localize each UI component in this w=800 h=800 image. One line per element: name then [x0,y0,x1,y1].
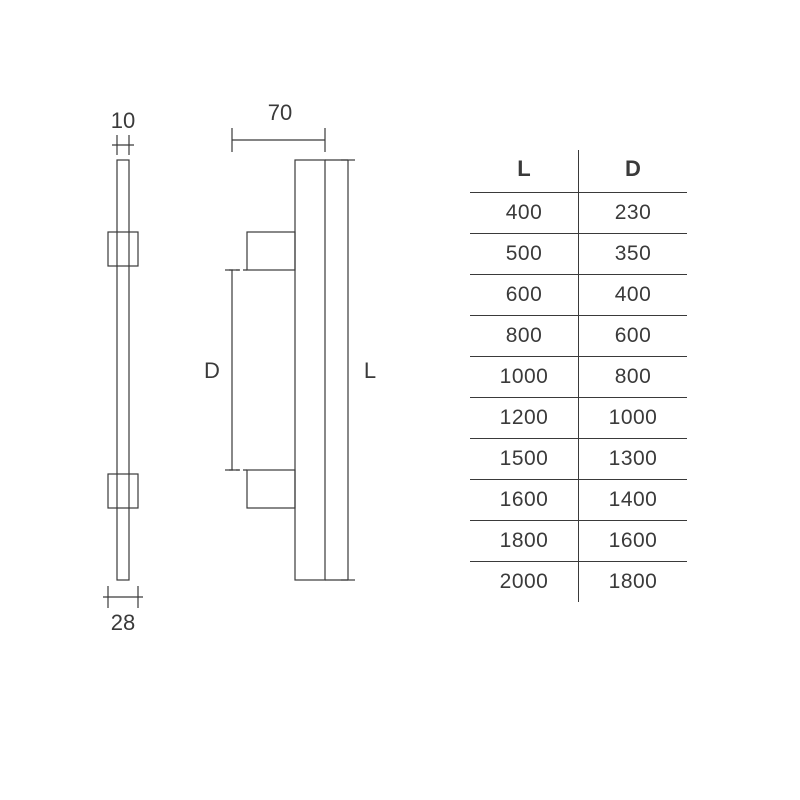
table-cell: 1800 [579,562,688,603]
side-bottom-dim: 28 [103,586,143,635]
dim-L: L [325,160,376,580]
table-cell: 230 [579,193,688,234]
front-top-dim: 70 [232,100,325,152]
table-cell: 1300 [579,439,688,480]
side-top-dim-label: 10 [111,108,135,133]
side-top-dim: 10 [111,108,135,155]
front-mount-bottom [247,470,295,508]
side-mount-top [108,232,138,266]
technical-diagram: 10 28 70 [0,0,470,800]
dim-D-label: D [204,358,220,383]
table-cell: 1800 [470,521,579,562]
table-row: 600 400 [470,275,687,316]
table-row: 1800 1600 [470,521,687,562]
side-bottom-dim-label: 28 [111,610,135,635]
table-cell: 350 [579,234,688,275]
table-cell: 400 [579,275,688,316]
table-cell: 800 [579,357,688,398]
front-top-dim-label: 70 [268,100,292,125]
table-cell: 1400 [579,480,688,521]
dim-L-label: L [364,358,376,383]
table-cell: 1000 [579,398,688,439]
table-header-L: L [470,150,579,193]
dimensions-table: L D 400 230 500 350 600 400 800 600 1000 [470,150,687,602]
table-row: 400 230 [470,193,687,234]
table-cell: 1600 [579,521,688,562]
table-row: 1600 1400 [470,480,687,521]
table-cell: 400 [470,193,579,234]
page: 10 28 70 [0,0,800,800]
table-cell: 500 [470,234,579,275]
dim-D: D [204,270,247,470]
table-row: 1500 1300 [470,439,687,480]
table-header-D: D [579,150,688,193]
table-cell: 1000 [470,357,579,398]
table-row: 1200 1000 [470,398,687,439]
table-cell: 800 [470,316,579,357]
table-header-row: L D [470,150,687,193]
table-cell: 2000 [470,562,579,603]
table-row: 2000 1800 [470,562,687,603]
front-bar [295,160,325,580]
front-mount-top [247,232,295,270]
table-cell: 600 [579,316,688,357]
side-mount-bottom [108,474,138,508]
table-row: 500 350 [470,234,687,275]
table-cell: 1600 [470,480,579,521]
side-bar [117,160,129,580]
table-cell: 1500 [470,439,579,480]
table-row: 1000 800 [470,357,687,398]
table-cell: 600 [470,275,579,316]
table-cell: 1200 [470,398,579,439]
table-row: 800 600 [470,316,687,357]
